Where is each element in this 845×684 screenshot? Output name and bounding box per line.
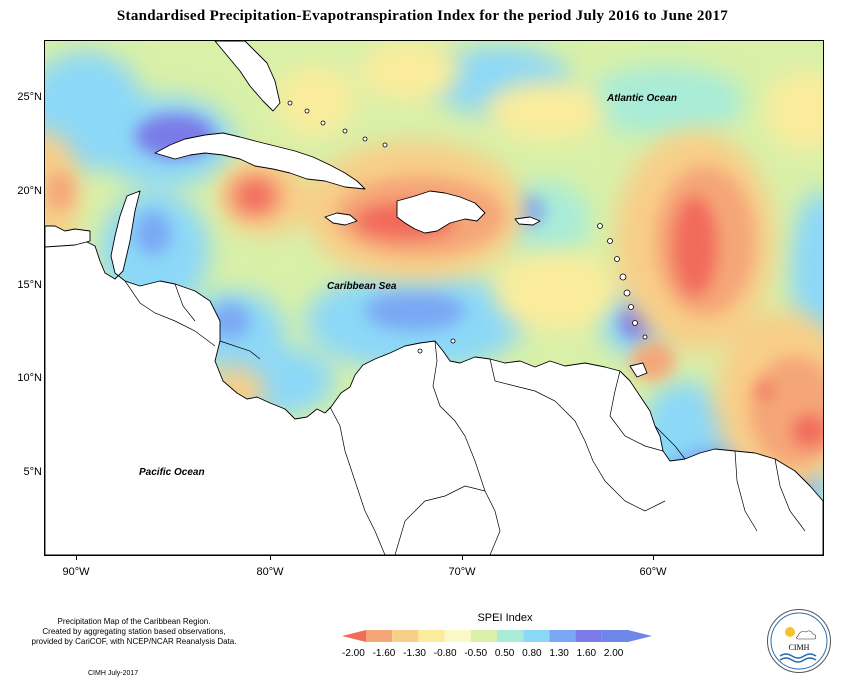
legend-swatch xyxy=(497,630,524,642)
footer-note-line: provided by CariCOF, with NCEP/NCAR Rean… xyxy=(31,637,237,646)
footer-note-line: Precipitation Map of the Caribbean Regio… xyxy=(57,617,211,626)
lat-label-15n: 15°N xyxy=(17,279,42,291)
lat-label-25n: 25°N xyxy=(17,91,42,103)
legend-value: -0.80 xyxy=(433,648,457,659)
legend-value: 2.00 xyxy=(603,648,624,659)
atlantic-ocean-label: Atlantic Ocean xyxy=(607,93,678,104)
legend-swatch xyxy=(601,630,628,642)
sun-icon xyxy=(785,627,795,637)
logo-graphic xyxy=(770,612,828,670)
legend-swatch xyxy=(470,630,497,642)
legend-values: -2.00 -1.60 -1.30 -0.80 -0.50 0.50 0.80 … xyxy=(342,648,628,659)
legend-swatch xyxy=(549,630,576,642)
sea-icon xyxy=(779,653,817,659)
legend-swatch xyxy=(444,630,471,642)
legend-value: 1.30 xyxy=(549,648,569,659)
legend-value: 0.50 xyxy=(494,648,515,659)
legend-swatch xyxy=(418,630,445,642)
lon-label-60w: 60°W xyxy=(639,566,667,578)
land-masses xyxy=(45,41,823,555)
legend-swatch xyxy=(523,630,550,642)
legend-swatch xyxy=(342,630,366,642)
map-title: Standardised Precipitation-Evapotranspir… xyxy=(116,8,729,24)
puerto-rico-island xyxy=(514,216,541,226)
legend-colorbar xyxy=(342,630,652,642)
jamaica-island xyxy=(324,212,358,226)
trinidad-island xyxy=(629,362,648,378)
legend-swatch xyxy=(575,630,602,642)
cuba-island xyxy=(154,132,366,190)
lon-tick xyxy=(76,555,77,560)
central-america-landmass xyxy=(45,190,823,555)
cimh-logo: CIMH xyxy=(767,609,831,673)
lon-label-80w: 80°W xyxy=(256,566,284,578)
legend-value: 0.80 xyxy=(522,648,542,659)
legend-swatch xyxy=(392,630,419,642)
footer-note-line: Created by aggregating station based obs… xyxy=(42,627,226,636)
pacific-ocean-label: Pacific Ocean xyxy=(139,467,205,478)
legend-swatch xyxy=(628,630,652,642)
lon-label-70w: 70°W xyxy=(448,566,476,578)
lat-label-10n: 10°N xyxy=(17,372,42,384)
logo-text: CIMH xyxy=(788,643,810,652)
map-panel: Atlantic Ocean Caribbean Sea Pacific Oce… xyxy=(44,40,824,556)
footer-credit: CIMH July-2017 xyxy=(88,670,139,677)
lon-tick xyxy=(270,555,271,560)
legend-value: -1.30 xyxy=(403,648,426,659)
lat-label-20n: 20°N xyxy=(17,185,42,197)
caribbean-sea-label: Caribbean Sea xyxy=(327,281,397,292)
lon-label-90w: 90°W xyxy=(62,566,90,578)
spei-map xyxy=(45,41,823,555)
lesser-antilles xyxy=(287,100,648,354)
yucatan-peninsula xyxy=(45,225,91,248)
hispaniola-island xyxy=(396,190,486,234)
country-borders xyxy=(124,280,806,555)
anomaly-field xyxy=(45,41,823,551)
footer-note: Precipitation Map of the Caribbean Regio… xyxy=(14,617,254,647)
legend-value: 1.60 xyxy=(576,648,597,659)
legend-value: -1.60 xyxy=(372,648,396,659)
florida-peninsula xyxy=(214,41,281,112)
lon-tick xyxy=(462,555,463,560)
cloud-icon xyxy=(796,630,816,640)
lat-label-5n: 5°N xyxy=(23,466,42,478)
legend-value: -0.50 xyxy=(464,648,488,659)
legend-value: -2.00 xyxy=(342,648,365,659)
lon-tick xyxy=(653,555,654,560)
legend-title: SPEI Index xyxy=(477,612,533,624)
legend-swatch xyxy=(366,630,393,642)
